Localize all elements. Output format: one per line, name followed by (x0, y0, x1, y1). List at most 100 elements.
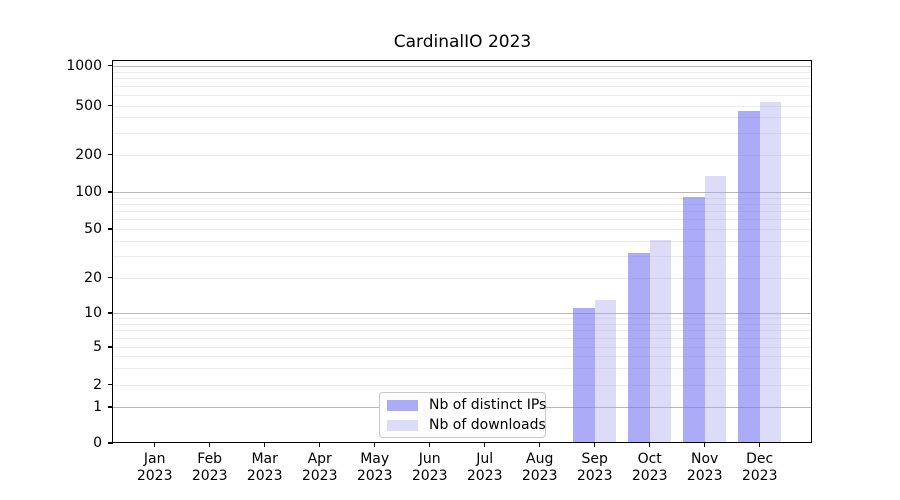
x-tick-year: 2023 (411, 468, 448, 484)
legend-item-distinct-ips: Nb of distinct IPs (387, 395, 546, 415)
x-tick-mark (374, 443, 376, 447)
x-tick-label: Dec 2023 (728, 451, 792, 485)
legend-item-downloads: Nb of downloads (387, 415, 546, 435)
x-tick-mark (154, 443, 156, 447)
x-tick-label: Feb 2023 (178, 451, 242, 485)
y-tick-mark (108, 191, 113, 193)
x-tick-month: Jul (476, 451, 494, 467)
x-tick-year: 2023 (246, 468, 283, 484)
gridline-minor (113, 356, 812, 358)
x-tick-label: Mar 2023 (233, 451, 297, 485)
x-tick-year: 2023 (356, 468, 393, 484)
y-tick-label: 2 (93, 376, 102, 393)
x-tick-year: 2023 (686, 468, 723, 484)
x-tick-mark (209, 443, 211, 447)
gridline-major (113, 313, 812, 314)
gridline-minor (113, 330, 812, 332)
x-tick-month: Mar (251, 451, 278, 467)
x-tick-label: Jun 2023 (398, 451, 462, 485)
gridline-minor (113, 229, 812, 230)
x-tick-year: 2023 (741, 468, 778, 484)
y-tick-label: 500 (75, 97, 102, 114)
x-tick-label: May 2023 (343, 451, 407, 485)
gridline-major (113, 192, 812, 193)
y-tick-mark (108, 64, 113, 67)
gridline-minor (113, 78, 812, 80)
x-tick-label: Oct 2023 (618, 451, 682, 485)
y-tick-mark (108, 442, 113, 444)
gridline-minor (113, 154, 812, 156)
bar-downloads-sep (594, 299, 617, 443)
x-tick-mark (649, 443, 651, 447)
gridline-minor (113, 338, 812, 340)
x-tick-month: Aug (526, 451, 554, 467)
y-tick-mark (108, 406, 113, 408)
x-tick-mark (759, 443, 761, 447)
x-tick-mark (594, 443, 596, 447)
legend-label-distinct-ips: Nb of distinct IPs (429, 396, 547, 413)
x-tick-month: Apr (307, 451, 332, 467)
x-tick-month: Jan (143, 451, 166, 467)
x-tick-mark (264, 443, 266, 447)
y-tick-label: 200 (75, 146, 102, 163)
gridline-minor (113, 219, 812, 221)
x-tick-year: 2023 (301, 468, 338, 484)
x-tick-month: Oct (637, 451, 662, 467)
gridline-minor (113, 132, 812, 134)
x-tick-month: Feb (197, 451, 223, 467)
x-tick-month: Jun (418, 451, 441, 467)
x-tick-year: 2023 (631, 468, 668, 484)
y-tick-label: 0 (93, 435, 102, 451)
y-tick-mark (108, 153, 113, 156)
gridline-minor (113, 203, 812, 205)
y-tick-label: 10 (84, 305, 102, 321)
y-tick-mark (108, 312, 113, 314)
x-tick-month: Sep (581, 451, 608, 467)
gridline-minor (113, 347, 812, 348)
bar-distinct-ips-nov (683, 197, 705, 443)
bar-distinct-ips-sep (573, 308, 595, 443)
gridline-minor (113, 105, 812, 107)
x-tick-month: Nov (691, 451, 719, 467)
x-tick-year: 2023 (191, 468, 228, 484)
x-tick-year: 2023 (466, 468, 503, 484)
x-tick-year: 2023 (136, 468, 173, 484)
chart-title: CardinalIO 2023 (393, 32, 532, 52)
bar-downloads-dec (759, 101, 782, 443)
gridline-minor (113, 384, 812, 386)
gridline-minor (113, 318, 812, 320)
bar-distinct-ips-dec (738, 110, 760, 443)
legend-swatch-distinct-ips (387, 399, 418, 411)
y-tick-mark (108, 276, 113, 279)
gridline-minor (113, 277, 812, 279)
y-tick-label: 20 (84, 269, 102, 286)
plot-area (113, 61, 812, 443)
y-tick-label: 1 (93, 399, 102, 415)
y-tick-mark (108, 346, 113, 348)
legend-swatch-downloads (387, 419, 418, 431)
x-tick-mark (429, 443, 431, 447)
x-tick-mark (704, 443, 706, 447)
x-tick-year: 2023 (521, 468, 558, 484)
legend: Nb of distinct IPs Nb of downloads (379, 392, 546, 438)
legend-label-downloads: Nb of downloads (429, 416, 546, 433)
bar-distinct-ips-oct (628, 252, 650, 443)
y-tick-mark (108, 383, 113, 386)
x-tick-mark (319, 443, 321, 447)
y-tick-label: 5 (93, 339, 102, 355)
gridline-minor (113, 211, 812, 213)
bar-downloads-oct (649, 239, 672, 443)
x-tick-label: Sep 2023 (563, 451, 627, 485)
y-tick-label: 50 (84, 221, 102, 237)
x-tick-label: Nov 2023 (673, 451, 737, 485)
y-tick-mark (108, 104, 113, 107)
gridline-minor (113, 86, 812, 88)
x-tick-mark (484, 443, 486, 447)
x-tick-month: May (360, 451, 390, 467)
y-tick-label: 100 (75, 184, 102, 200)
x-tick-mark (539, 443, 541, 447)
gridline-minor (113, 94, 812, 96)
gridline-minor (113, 197, 812, 199)
gridline-minor (113, 71, 812, 73)
